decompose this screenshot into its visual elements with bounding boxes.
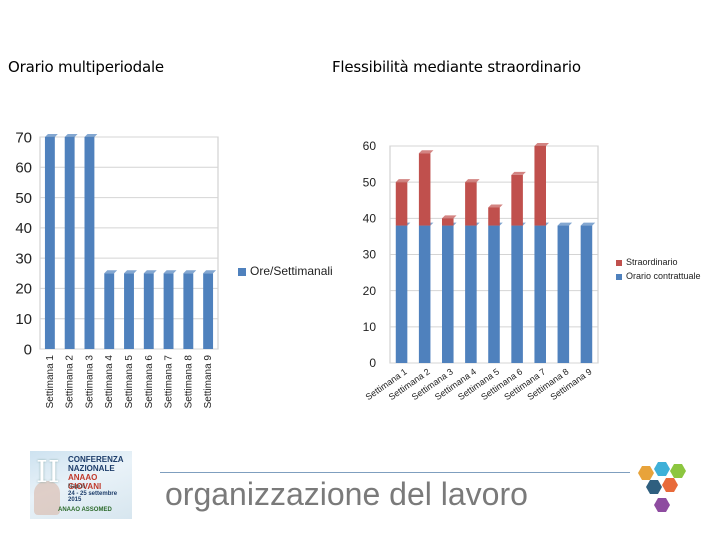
footer-title: organizzazione del lavoro xyxy=(165,476,528,512)
legend-label-ore-settimanali: Ore/Settimanali xyxy=(250,264,333,278)
bar-top-ore-settimanali xyxy=(104,270,118,274)
x-tick-label: Settimana 7 xyxy=(164,355,175,409)
x-tick-label: Settimana 4 xyxy=(104,355,115,409)
logo-brand: ANAAO ASSOMED xyxy=(58,507,112,513)
bar-top-straordinario xyxy=(465,179,480,183)
legend-swatch-straordinario xyxy=(616,260,622,266)
x-tick-label: Settimana 3 xyxy=(84,355,95,409)
x-tick-label: Settimana 5 xyxy=(124,355,135,409)
legend-swatch-ore-settimanali xyxy=(238,268,246,276)
bar-top-straordinario xyxy=(418,150,434,154)
bar-top-ore-settimanali xyxy=(163,270,177,274)
logo-line-2: NAZIONALE xyxy=(68,464,115,473)
y-tick-label: 30 xyxy=(15,250,32,267)
bar-ore-settimanali xyxy=(143,273,154,349)
bar-top-ore-settimanali xyxy=(183,270,197,274)
logo-hand-image xyxy=(34,481,60,515)
y-tick-label: 50 xyxy=(15,190,32,207)
bar-straordinario xyxy=(442,218,454,226)
x-tick-label: Settimana 6 xyxy=(144,355,155,409)
bar-ore-settimanali xyxy=(163,273,174,349)
bar-orario-contrattuale xyxy=(534,225,546,363)
y-tick-label: 20 xyxy=(15,281,32,298)
bar-ore-settimanali xyxy=(183,273,194,349)
hexagon-logo-icon xyxy=(638,462,686,512)
bar-ore-settimanali xyxy=(44,137,55,349)
bar-orario-contrattuale xyxy=(511,225,523,363)
y-tick-label: 50 xyxy=(363,175,377,189)
bar-ore-settimanali xyxy=(84,137,95,349)
bar-straordinario xyxy=(465,182,477,226)
bar-top-ore-settimanali xyxy=(84,134,98,137)
bar-ore-settimanali xyxy=(124,273,134,349)
x-tick-label: Settimana 1 xyxy=(45,355,56,409)
bar-orario-contrattuale xyxy=(465,225,477,363)
bar-top-straordinario xyxy=(442,215,457,219)
footer-divider xyxy=(160,472,630,473)
bar-top-orario-contrattuale xyxy=(557,222,573,226)
x-tick-label: Settimana 8 xyxy=(183,355,194,409)
logo-dates: 24 - 25 settembre 2015 xyxy=(68,491,118,503)
bar-straordinario xyxy=(534,146,546,226)
y-tick-label: 10 xyxy=(15,311,32,328)
bar-top-straordinario xyxy=(511,171,526,175)
bar-orario-contrattuale xyxy=(395,225,408,363)
y-tick-label: 40 xyxy=(363,212,377,226)
x-tick-label: Settimana 2 xyxy=(65,355,76,409)
bar-top-ore-settimanali xyxy=(203,270,217,274)
bar-orario-contrattuale xyxy=(442,225,454,363)
bar-top-ore-settimanali xyxy=(44,134,58,137)
y-tick-label: 20 xyxy=(363,284,377,298)
chart-title-flessibilita: Flessibilità mediante straordinario xyxy=(332,58,581,76)
legend-label-straordinario: Straordinario xyxy=(626,257,678,267)
bar-top-ore-settimanali xyxy=(143,270,157,274)
bar-top-straordinario xyxy=(534,143,549,146)
bar-top-ore-settimanali xyxy=(64,134,78,137)
bar-top-straordinario xyxy=(488,204,503,208)
bar-ore-settimanali xyxy=(203,273,214,349)
y-tick-label: 0 xyxy=(369,356,376,370)
bar-top-ore-settimanali xyxy=(124,270,137,274)
bar-orario-contrattuale xyxy=(488,225,500,363)
bar-ore-settimanali xyxy=(104,273,115,349)
legend-label-orario-contrattuale: Orario contrattuale xyxy=(626,271,701,281)
bar-straordinario xyxy=(395,182,408,226)
bar-top-orario-contrattuale xyxy=(580,222,596,226)
y-tick-label: 0 xyxy=(24,341,32,358)
y-tick-label: 70 xyxy=(15,129,32,146)
logo-line-3: ANAAO GIOVANI xyxy=(68,473,102,491)
bar-ore-settimanali xyxy=(64,137,75,349)
bar-orario-contrattuale xyxy=(580,225,593,363)
x-tick-label: Settimana 9 xyxy=(203,355,214,409)
bar-straordinario xyxy=(511,174,523,226)
bar-orario-contrattuale xyxy=(418,225,431,363)
bar-straordinario xyxy=(488,207,500,226)
conference-logo: II CONFERENZA NAZIONALE ANAAO GIOVANI Na… xyxy=(30,451,132,519)
logo-line-1: CONFERENZA xyxy=(68,455,124,464)
bar-straordinario xyxy=(418,153,431,226)
logo-city: Napoli xyxy=(68,484,86,490)
y-tick-label: 60 xyxy=(363,139,377,153)
bar-orario-contrattuale xyxy=(557,225,570,363)
logo-roman-numeral: II xyxy=(36,455,60,490)
y-tick-label: 40 xyxy=(15,220,32,237)
legend-swatch-orario-contrattuale xyxy=(616,274,622,280)
chart-title-orario-multiperiodale: Orario multiperiodale xyxy=(8,58,164,76)
y-tick-label: 30 xyxy=(363,248,377,262)
y-tick-label: 10 xyxy=(363,320,377,334)
y-tick-label: 60 xyxy=(15,160,32,177)
bar-top-straordinario xyxy=(395,179,411,183)
